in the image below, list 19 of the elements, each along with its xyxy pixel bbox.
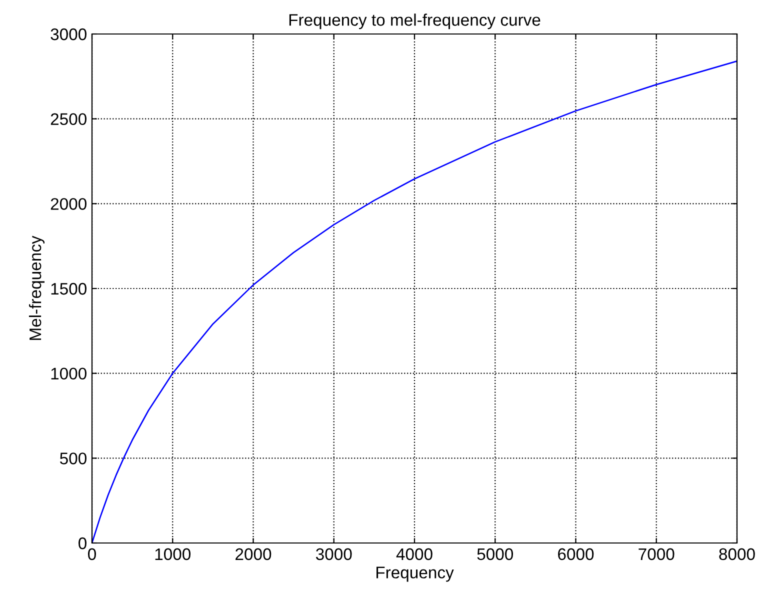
y-tick-label: 0 (78, 537, 86, 550)
x-tick-label: 5000 (477, 548, 514, 560)
x-axis-title: Frequency (376, 566, 454, 582)
x-tick-label: 0 (88, 548, 96, 560)
y-tick-label: 2000 (50, 198, 86, 210)
x-tick-label: 1000 (155, 548, 191, 560)
y-axis-title: Mel-frequency (28, 236, 45, 340)
x-tick-label: 4000 (396, 548, 432, 560)
y-tick-label: 2500 (50, 113, 86, 126)
x-tick-label: 3000 (316, 548, 352, 560)
x-tick-label: 8000 (719, 548, 755, 560)
chart-title: Frequency to mel-frequency curve (289, 14, 540, 30)
x-tick-label: 2000 (236, 548, 272, 560)
x-tick-label: 7000 (638, 548, 674, 560)
y-tick-label: 500 (60, 452, 86, 464)
y-tick-label: 1500 (51, 282, 86, 295)
x-tick-label: 6000 (558, 548, 594, 560)
y-tick-label: 3000 (50, 28, 86, 40)
y-tick-label: 1000 (51, 368, 86, 380)
